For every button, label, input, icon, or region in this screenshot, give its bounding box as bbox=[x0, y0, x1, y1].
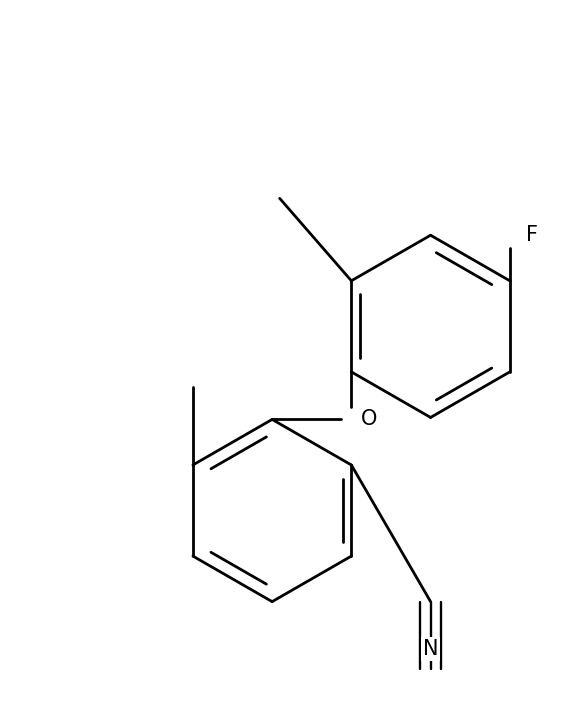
Text: F: F bbox=[526, 225, 538, 245]
Text: O: O bbox=[361, 409, 378, 430]
Text: N: N bbox=[423, 639, 438, 659]
Text: O: O bbox=[361, 409, 378, 430]
Text: F: F bbox=[526, 225, 538, 245]
Text: N: N bbox=[423, 639, 438, 659]
